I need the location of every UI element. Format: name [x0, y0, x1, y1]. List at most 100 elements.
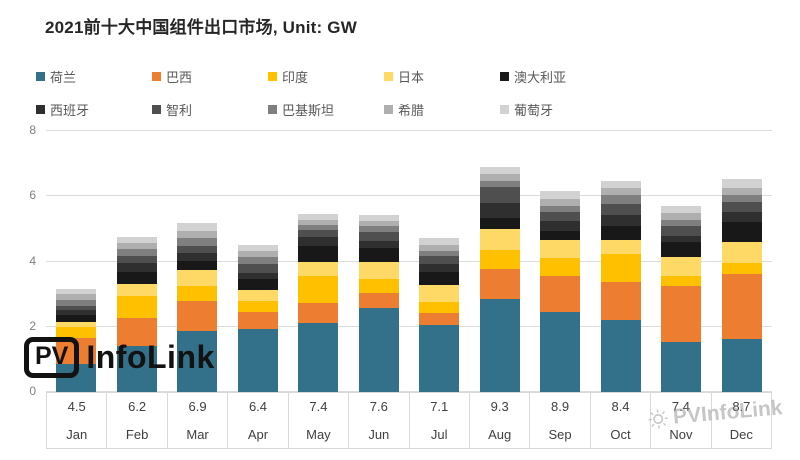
segment-希腊-jul: [419, 244, 460, 251]
legend-swatch: [268, 72, 277, 81]
y-tick-label-0: 0: [29, 384, 36, 398]
legend-item-5: 西班牙: [36, 100, 152, 119]
segment-葡萄牙-nov: [661, 205, 702, 213]
segment-西班牙-jan: [56, 310, 97, 316]
gridline-4: [46, 260, 772, 262]
segment-印度-apr: [237, 300, 278, 313]
monthly-total-label: 7.4: [309, 399, 328, 415]
segment-荷兰-jun: [358, 307, 399, 392]
segment-日本-jun: [358, 261, 399, 279]
segment-巴基斯坦-jul: [419, 250, 460, 257]
pv-infolink-logo: PV InfoLink: [24, 337, 215, 378]
segment-日本-aug: [479, 228, 520, 250]
legend-label: 葡萄牙: [514, 103, 554, 118]
sun-icon: [647, 408, 669, 430]
legend-item-3: 日本: [384, 67, 500, 86]
legend: 荷兰 巴西 印度 日本 澳大利亚 西班牙 智利 巴基斯坦 希腊 葡萄牙: [36, 67, 616, 119]
segment-巴西-apr: [237, 312, 278, 330]
segment-巴西-nov: [661, 286, 702, 342]
x-table-column-nov: 7.4 Nov: [650, 393, 710, 448]
x-table-column-sep: 8.9 Sep: [529, 393, 589, 448]
x-table-column-jun: 7.6 Jun: [348, 393, 408, 448]
segment-澳大利亚-aug: [479, 217, 520, 229]
segment-葡萄牙-oct: [600, 180, 641, 189]
legend-label: 澳大利亚: [514, 70, 567, 85]
segment-日本-jan: [56, 321, 97, 328]
segment-印度-dec: [721, 262, 762, 274]
segment-澳大利亚-nov: [661, 242, 702, 257]
segment-智利-oct: [600, 203, 641, 215]
segment-西班牙-dec: [721, 212, 762, 223]
bars-layer: [46, 131, 772, 392]
segment-葡萄牙-jul: [419, 238, 460, 245]
segment-澳大利亚-apr: [237, 278, 278, 290]
month-label: Jan: [66, 426, 88, 442]
stacked-bar-dec: [721, 131, 762, 392]
month-label: Sep: [548, 426, 572, 442]
segment-西班牙-apr: [237, 273, 278, 279]
segment-日本-may: [298, 261, 339, 277]
segment-希腊-may: [298, 219, 339, 225]
month-label: Oct: [610, 426, 631, 442]
month-label: Mar: [186, 426, 209, 442]
bar-column-jul: [409, 131, 470, 392]
segment-西班牙-mar: [177, 253, 218, 261]
segment-西班牙-jul: [419, 263, 460, 273]
bar-column-nov: [651, 131, 712, 392]
y-tick-label-2: 2: [29, 318, 36, 333]
segment-葡萄牙-jun: [358, 214, 399, 221]
segment-巴西-feb: [116, 318, 157, 346]
monthly-total-label: 7.1: [430, 399, 449, 415]
segment-智利-nov: [661, 226, 702, 237]
segment-澳大利亚-sep: [540, 230, 581, 240]
monthly-total-label: 7.6: [369, 399, 388, 415]
legend-label: 印度: [282, 70, 309, 85]
segment-巴基斯坦-sep: [540, 205, 581, 213]
bar-column-jun: [349, 131, 410, 392]
segment-日本-dec: [721, 242, 762, 263]
month-label: May: [306, 426, 331, 442]
segment-西班牙-sep: [540, 221, 581, 231]
segment-智利-apr: [237, 263, 278, 274]
segment-巴西-sep: [540, 275, 581, 313]
stacked-bar-jun: [358, 131, 399, 392]
segment-巴西-jun: [358, 292, 399, 308]
stacked-bar-may: [298, 131, 339, 392]
segment-西班牙-jun: [358, 240, 399, 249]
segment-巴基斯坦-feb: [116, 249, 157, 257]
legend-item-9: 葡萄牙: [500, 100, 616, 119]
segment-巴西-oct: [600, 281, 641, 320]
legend-swatch: [152, 72, 161, 81]
legend-label: 智利: [166, 103, 193, 118]
segment-荷兰-may: [298, 322, 339, 392]
segment-印度-nov: [661, 276, 702, 287]
monthly-total-label: 8.7: [732, 399, 751, 415]
legend-swatch: [384, 72, 393, 81]
segment-葡萄牙-mar: [177, 223, 218, 231]
segment-澳大利亚-jun: [358, 248, 399, 262]
segment-巴西-dec: [721, 273, 762, 339]
segment-西班牙-nov: [661, 236, 702, 243]
x-table-column-apr: 6.4 Apr: [227, 393, 287, 448]
y-tick-label-8: 8: [29, 123, 36, 137]
legend-swatch: [500, 72, 509, 81]
segment-印度-feb: [116, 296, 157, 319]
segment-葡萄牙-sep: [540, 191, 581, 199]
legend-label: 荷兰: [50, 70, 77, 85]
segment-印度-aug: [479, 249, 520, 270]
segment-日本-sep: [540, 240, 581, 258]
legend-label: 西班牙: [50, 103, 90, 118]
segment-智利-jan: [56, 306, 97, 311]
stacked-bar-mar: [177, 131, 218, 392]
plot-area: [46, 130, 772, 392]
x-table-column-dec: 8.7 Dec: [710, 393, 773, 448]
segment-智利-dec: [721, 201, 762, 213]
segment-日本-jul: [419, 285, 460, 302]
bar-column-may: [288, 131, 349, 392]
month-label: Dec: [729, 426, 753, 442]
segment-印度-mar: [177, 285, 218, 301]
stacked-bar-sep: [540, 131, 581, 392]
segment-巴基斯坦-apr: [237, 257, 278, 264]
segment-葡萄牙-apr: [237, 244, 278, 251]
segment-巴西-mar: [177, 300, 218, 331]
